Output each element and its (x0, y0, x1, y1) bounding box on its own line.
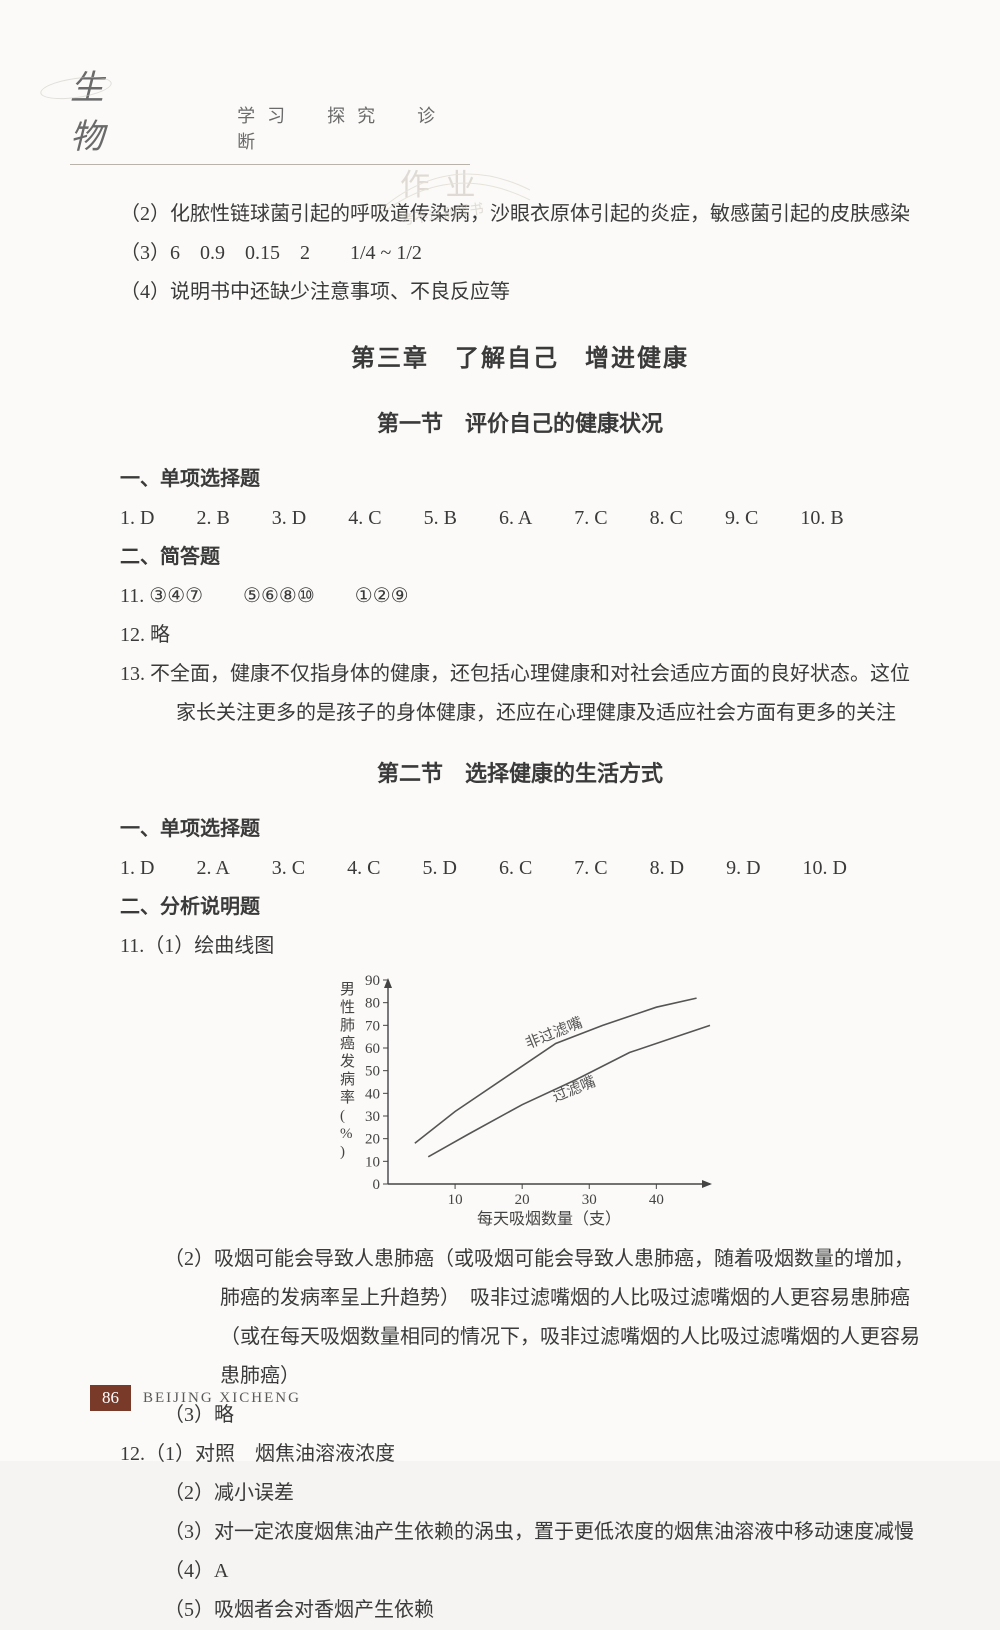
svg-text:率: 率 (340, 1089, 355, 1106)
pre-q2: （2）化脓性链球菌引起的呼吸道传染病，沙眼衣原体引起的炎症，敏感菌引起的皮肤感染 (120, 195, 920, 234)
mc-answer: 5. D (422, 849, 456, 888)
svg-text:每天吸烟数量（支）: 每天吸烟数量（支） (477, 1210, 621, 1228)
svg-text:40: 40 (649, 1192, 664, 1208)
sec2-h2: 二、分析说明题 (120, 888, 920, 927)
sec2-q11-1: 11.（1）绘曲线图 (120, 927, 920, 966)
mc-answer: 9. D (726, 849, 760, 888)
svg-text:10: 10 (448, 1192, 463, 1208)
svg-text:30: 30 (365, 1109, 380, 1125)
sec2-q12-2: （2）减小误差 (120, 1474, 920, 1513)
sec1-mc-row: 1. D 2. B 3. D 4. C 5. B 6. A 7. C 8. C 9. C 10. … (120, 499, 920, 538)
sec1-q13: 13. 不全面，健康不仅指身体的健康，还包括心理健康和对社会适应方面的良好状态。… (120, 655, 920, 733)
svg-text:肺: 肺 (340, 1017, 355, 1034)
svg-text:发: 发 (340, 1053, 355, 1070)
svg-text:非过滤嘴: 非过滤嘴 (523, 1014, 585, 1052)
page-number: 86 (90, 1385, 131, 1411)
subject-subtitle: 学习 探究 诊断 (237, 102, 470, 158)
sec2-q12-3: （3）对一定浓度烟焦油产生依赖的涡虫，置于更低浓度的烟焦油溶液中移动速度减慢 (120, 1513, 920, 1552)
sec2-q12-5: （5）吸烟者会对香烟产生依赖 (120, 1591, 920, 1630)
mc-answer: 6. A (499, 499, 532, 538)
mc-answer: 5. B (424, 499, 457, 538)
chapter-title: 第三章 了解自己 增进健康 (120, 336, 920, 383)
mc-answer: 10. B (800, 499, 843, 538)
mc-answer: 10. D (803, 849, 847, 888)
mc-answer: 3. D (272, 499, 306, 538)
svg-text:): ) (340, 1144, 345, 1160)
mc-answer: 9. C (725, 499, 758, 538)
footer-label: BEIJING XICHENG (143, 1390, 301, 1407)
sec2-mc-row: 1. D 2. A 3. C 4. C 5. D 6. C 7. C 8. D 9. D 10. … (120, 849, 920, 888)
sec1-q11: 11. ③④⑦ ⑤⑥⑧⑩ ①②⑨ (120, 577, 920, 616)
sec1-q12: 12. 略 (120, 616, 920, 655)
sec2-q11-2: （2）吸烟可能会导致人患肺癌（或吸烟可能会导致人患肺癌，随着吸烟数量的增加，肺癌… (120, 1240, 920, 1396)
content-body: （2）化脓性链球菌引起的呼吸道传染病，沙眼衣原体引起的炎症，敏感菌引起的皮肤感染… (70, 195, 930, 1630)
svg-text:男: 男 (340, 982, 355, 998)
mc-answer: 4. C (347, 849, 380, 888)
svg-text:癌: 癌 (340, 1035, 355, 1052)
mc-answer: 7. C (574, 499, 607, 538)
pre-q3: （3）6 0.9 0.15 2 1/4 ~ 1/2 (120, 234, 920, 273)
pre-q4: （4）说明书中还缺少注意事项、不良反应等 (120, 273, 920, 312)
mc-answer: 3. C (272, 849, 305, 888)
svg-text:80: 80 (365, 995, 380, 1011)
section2-title: 第二节 选择健康的生活方式 (120, 753, 920, 796)
svg-text:60: 60 (365, 1041, 380, 1057)
svg-text:50: 50 (365, 1063, 380, 1079)
page: 生 物 学习 探究 诊断 作 业 考不过别怪书 （2）化脓性链球菌引起的呼吸道传… (0, 0, 1000, 1461)
mc-answer: 2. B (196, 499, 229, 538)
svg-text:10: 10 (365, 1154, 380, 1170)
mc-answer: 8. C (650, 499, 683, 538)
sec2-h1: 一、单项选择题 (120, 810, 920, 849)
sec2-q12-4: （4）A (120, 1552, 920, 1591)
mc-answer: 7. C (574, 849, 607, 888)
mc-answer: 6. C (499, 849, 532, 888)
sec1-h1: 一、单项选择题 (120, 460, 920, 499)
sec1-h2: 二、简答题 (120, 538, 920, 577)
svg-text:过滤嘴: 过滤嘴 (550, 1073, 598, 1106)
sec2-q12-1: 12.（1）对照 烟焦油溶液浓度 (120, 1435, 920, 1474)
mc-answer: 4. C (348, 499, 381, 538)
subject-title: 生 物 (70, 60, 227, 158)
svg-text:30: 30 (582, 1192, 597, 1208)
svg-text:90: 90 (365, 973, 380, 989)
svg-text:20: 20 (515, 1192, 530, 1208)
svg-text:0: 0 (373, 1177, 381, 1193)
svg-text:病: 病 (340, 1071, 355, 1088)
svg-text:(: ( (340, 1108, 345, 1124)
page-header: 生 物 学习 探究 诊断 (70, 60, 470, 165)
svg-text:性: 性 (340, 999, 355, 1016)
svg-text:20: 20 (365, 1131, 380, 1147)
svg-text:70: 70 (365, 1018, 380, 1034)
mc-answer: 1. D (120, 849, 154, 888)
mc-answer: 8. D (650, 849, 684, 888)
chart-container: 0 10 20 30 40 50 60 70 80 90 10 20 30 40 男性肺癌发病率 (%) 每天吸… (120, 970, 920, 1230)
svg-text:%: % (340, 1126, 353, 1142)
mc-answer: 1. D (120, 499, 154, 538)
line-chart: 0 10 20 30 40 50 60 70 80 90 10 20 30 40 男性肺癌发病率 (%) 每天吸… (310, 970, 730, 1230)
page-footer: 86 BEIJING XICHENG (90, 1385, 301, 1411)
svg-text:40: 40 (365, 1086, 380, 1102)
mc-answer: 2. A (196, 849, 229, 888)
section1-title: 第一节 评价自己的健康状况 (120, 403, 920, 446)
